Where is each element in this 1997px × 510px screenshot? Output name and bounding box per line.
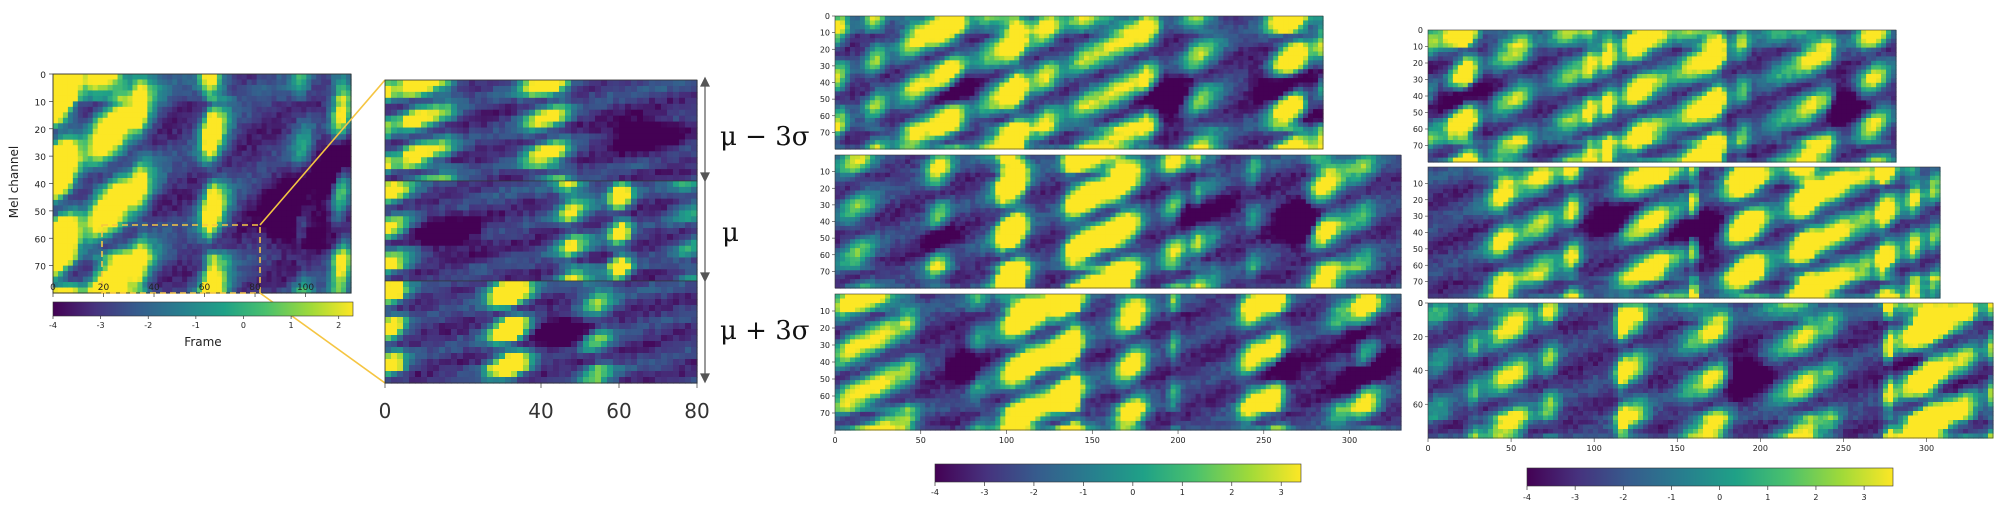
svg-text:100: 100 — [297, 283, 314, 293]
svg-text:0: 0 — [241, 321, 246, 330]
panel-c-strip-2 — [1428, 167, 1941, 299]
panel-a-heatmap — [53, 74, 352, 294]
svg-text:20: 20 — [98, 283, 110, 293]
range-arrows — [701, 78, 709, 382]
panel-b-strip-2 — [835, 155, 1402, 289]
svg-text:60: 60 — [35, 235, 47, 245]
panel-b-colorbar-ticks: -4 -3 -2 -1 0 1 2 3 — [931, 482, 1284, 497]
panel-b-colorbar — [935, 464, 1301, 482]
svg-text:0: 0 — [40, 71, 46, 81]
panel-c-colorbar — [1527, 468, 1893, 486]
svg-text:50: 50 — [35, 208, 47, 218]
svg-text:0: 0 — [50, 283, 56, 293]
svg-text:60: 60 — [199, 283, 211, 293]
panel-a-xlabel: Frame — [184, 335, 221, 349]
svg-text:-3: -3 — [97, 321, 105, 330]
panel-a-yticks: 0 10 20 30 40 50 60 70 — [35, 71, 53, 273]
panel-b-strip-3 — [835, 294, 1402, 431]
panel-c-strip-3 — [1428, 303, 1994, 439]
svg-text:40: 40 — [35, 181, 47, 191]
svg-text:-4: -4 — [49, 321, 57, 330]
svg-text:10: 10 — [35, 98, 47, 108]
svg-text:-2: -2 — [144, 321, 152, 330]
row-label-minus: μ − 3σ — [720, 122, 810, 152]
svg-text:-1: -1 — [192, 321, 200, 330]
panel-b-strip-1 — [835, 16, 1324, 150]
svg-text:30: 30 — [35, 153, 47, 163]
panel-c-colorbar-ticks: -4 -3 -2 -1 0 1 2 3 — [1523, 486, 1867, 502]
panel-a-ylabel: Mel channel — [7, 146, 21, 218]
svg-text:70: 70 — [35, 263, 47, 273]
panel-c-strip-1 — [1428, 30, 1897, 163]
svg-text:1: 1 — [289, 321, 294, 330]
svg-text:40: 40 — [148, 283, 160, 293]
zoom-heatmap — [385, 80, 698, 384]
row-label-plus: μ + 3σ — [720, 316, 810, 346]
panel-a-colorbar — [53, 302, 353, 316]
svg-text:20: 20 — [35, 126, 47, 136]
zoom-xticks: 0 40 60 80 — [379, 383, 710, 423]
panel-a-colorbar-ticks: -4 -3 -2 -1 0 1 2 — [49, 316, 341, 330]
row-label-mean: μ — [722, 218, 739, 248]
svg-text:2: 2 — [336, 321, 341, 330]
svg-text:80: 80 — [249, 283, 261, 293]
